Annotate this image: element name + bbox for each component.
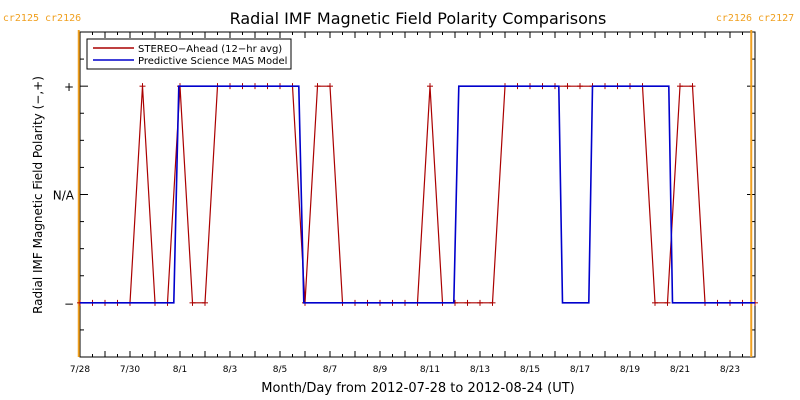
data-point xyxy=(139,83,146,90)
data-point xyxy=(189,299,196,306)
rotation-marker-label: cr2125 cr2126 xyxy=(3,13,81,24)
legend-label-model: Predictive Science MAS Model xyxy=(138,56,287,67)
x-tick-label: 8/13 xyxy=(470,365,490,375)
data-point xyxy=(489,299,496,306)
series-layer xyxy=(77,83,758,306)
x-tick-label: 8/21 xyxy=(670,365,690,375)
series-line-0 xyxy=(80,85,755,304)
x-tick-label: 8/7 xyxy=(323,365,337,375)
x-tick-label: 8/1 xyxy=(173,365,187,375)
x-axis-label: Month/Day from 2012-07-28 to 2012-08-24 … xyxy=(261,381,574,396)
data-point xyxy=(202,299,208,306)
plot-border xyxy=(79,31,756,358)
x-tick-label: 7/28 xyxy=(70,365,90,375)
x-tick-label: 8/17 xyxy=(570,365,590,375)
chart-title: Radial IMF Magnetic Field Polarity Compa… xyxy=(230,9,607,28)
x-tick-label: 8/23 xyxy=(720,365,740,375)
data-point xyxy=(327,83,333,90)
data-point xyxy=(689,83,696,90)
x-tick-label: 8/3 xyxy=(223,365,237,375)
y-axis-ticks: + N/A − xyxy=(53,31,755,358)
legend: STEREO−Ahead (12−hr avg) Predictive Scie… xyxy=(86,38,292,70)
rotation-marker-label: cr2126 cr2127 xyxy=(716,13,794,24)
series-line-1 xyxy=(80,85,755,304)
x-tick-label: 8/11 xyxy=(420,365,440,375)
y-tick-label: + xyxy=(64,80,74,94)
data-point xyxy=(477,299,483,306)
data-point xyxy=(464,299,471,306)
y-tick-label: − xyxy=(64,297,74,311)
legend-box xyxy=(86,38,292,70)
legend-label-stereo: STEREO−Ahead (12−hr avg) xyxy=(138,44,282,55)
data-point xyxy=(314,83,321,90)
data-point xyxy=(427,83,433,90)
data-point xyxy=(652,299,658,306)
x-tick-label: 8/19 xyxy=(620,365,640,375)
data-point xyxy=(664,299,671,306)
data-point xyxy=(564,83,571,90)
y-tick-label: N/A xyxy=(53,189,75,203)
x-tick-label: 8/15 xyxy=(520,365,540,375)
plot-frame xyxy=(79,31,756,358)
x-axis-ticks: 7/28 7/30 8/1 8/3 8/5 8/7 8/9 8/11 8/13 8/15 8/17 8… xyxy=(70,32,756,375)
x-tick-label: 8/5 xyxy=(273,365,287,375)
x-tick-label: 8/9 xyxy=(373,365,388,375)
x-tick-label: 7/30 xyxy=(120,365,140,375)
data-point xyxy=(677,83,683,90)
y-axis-label: Radial IMF Magnetic Field Polarity (−,+) xyxy=(31,76,45,314)
data-point xyxy=(577,83,583,90)
